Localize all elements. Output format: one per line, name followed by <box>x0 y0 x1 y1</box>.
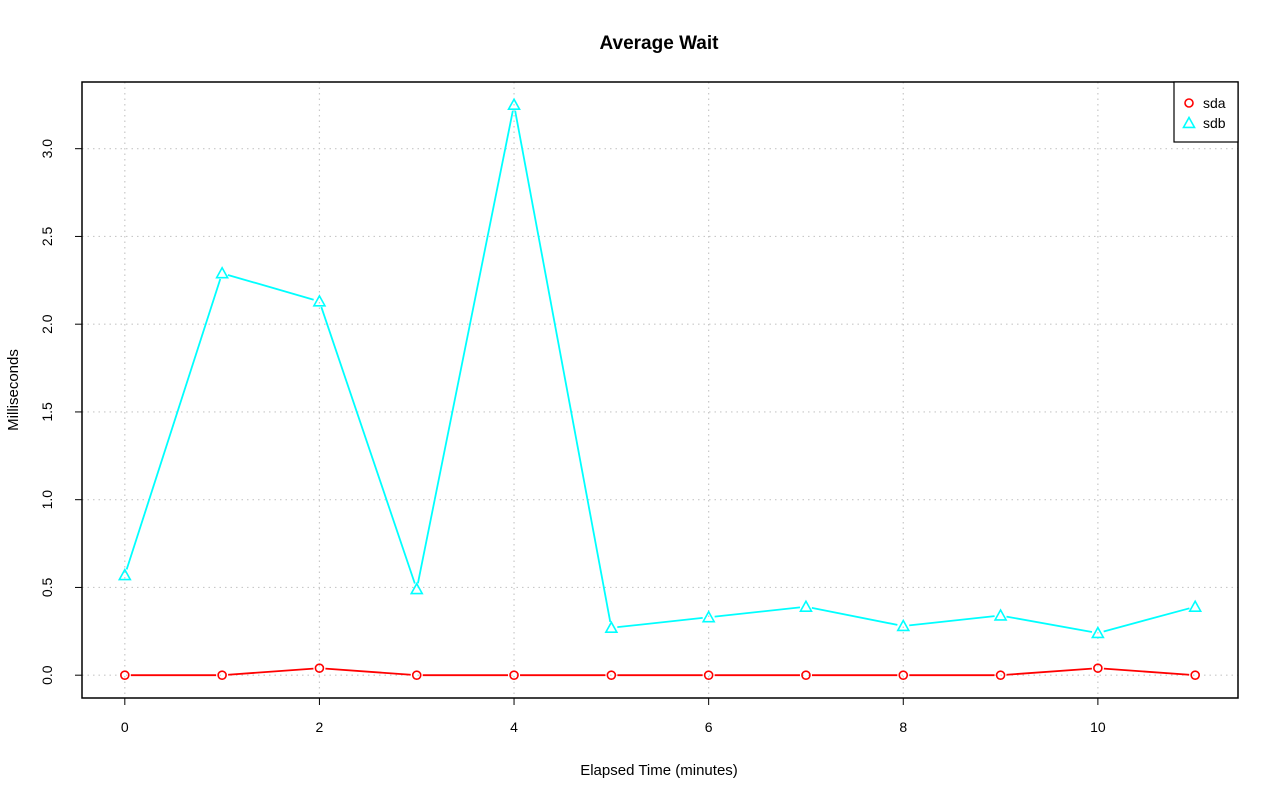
data-point-sdb <box>1091 625 1105 639</box>
data-point-sdb <box>604 620 619 634</box>
x-tick-label: 6 <box>705 719 713 735</box>
series-line-segment-sdb <box>617 617 703 629</box>
data-point-sda <box>314 663 325 673</box>
y-tick-label: 0.0 <box>39 665 55 685</box>
grid-lines <box>82 82 1238 698</box>
legend-box <box>1173 81 1239 143</box>
legend-marker-sda <box>1184 98 1194 108</box>
legend-label-sda: sda <box>1203 95 1226 111</box>
series-area <box>117 97 1203 680</box>
series-line-segment-sdb <box>811 607 898 626</box>
series-line-segment-sdb <box>1006 615 1093 633</box>
data-point-sdb <box>1188 599 1203 612</box>
data-point-sda <box>217 670 227 680</box>
data-point-sdb <box>507 97 521 111</box>
data-point-sda <box>411 670 422 680</box>
series-sda <box>120 663 1200 680</box>
legend-label-sdb: sdb <box>1203 115 1226 131</box>
y-tick-label: 3.0 <box>39 139 55 159</box>
legend: sda sdb <box>1173 81 1239 143</box>
series-line-segment-sda <box>1006 667 1092 676</box>
data-point-sdb <box>409 582 424 595</box>
data-point-sda <box>995 670 1006 680</box>
y-axis-label: Milliseconds <box>5 349 22 431</box>
series-line-segment-sdb <box>227 274 314 301</box>
x-tick-label: 4 <box>510 719 518 735</box>
x-axis: 0 2 4 6 8 10 <box>121 698 1106 735</box>
data-point-sda <box>1093 663 1103 673</box>
data-point-sda <box>606 670 617 680</box>
series-line-segment-sdb <box>125 278 222 570</box>
series-line-segment-sdb <box>514 110 612 623</box>
x-axis-label: Elapsed Time (minutes) <box>580 762 738 779</box>
series-line-segment-sda <box>1103 667 1190 676</box>
series-line-segment-sdb <box>909 615 995 627</box>
data-point-sda <box>898 670 909 680</box>
data-point-sdb <box>993 608 1008 621</box>
data-point-sda <box>509 670 519 680</box>
y-tick-label: 2.0 <box>39 314 55 334</box>
x-tick-label: 8 <box>899 719 907 735</box>
data-point-sda <box>120 670 130 680</box>
data-point-sda <box>801 670 811 680</box>
x-tick-label: 2 <box>316 719 324 735</box>
y-tick-label: 1.5 <box>39 402 55 422</box>
data-point-sdb <box>799 599 813 612</box>
data-point-sdb <box>215 266 229 279</box>
chart-title: Average Wait <box>600 33 720 54</box>
series-line-segment-sda <box>325 667 411 676</box>
data-point-sda <box>703 670 714 680</box>
data-point-sdb <box>117 568 132 581</box>
y-tick-label: 0.5 <box>39 577 55 597</box>
series-line-segment-sdb <box>320 306 416 584</box>
series-line-segment-sda <box>228 667 314 676</box>
legend-marker-sdb <box>1182 115 1196 129</box>
data-point-sda <box>1190 670 1200 680</box>
data-point-sdb <box>701 610 716 623</box>
y-axis: 0.0 0.5 1.0 1.5 2.0 2.5 3.0 <box>39 139 82 685</box>
series-line-segment-sdb <box>417 110 514 584</box>
series-sdb <box>117 97 1203 639</box>
series-line-segment-sdb <box>1103 607 1190 633</box>
y-tick-label: 2.5 <box>39 226 55 246</box>
series-line-segment-sdb <box>714 606 801 618</box>
x-tick-label: 10 <box>1090 719 1106 735</box>
plot-frame <box>81 81 1239 699</box>
data-point-sdb <box>896 618 911 632</box>
y-tick-label: 1.0 <box>39 490 55 510</box>
x-tick-label: 0 <box>121 719 129 735</box>
data-point-sdb <box>312 294 327 307</box>
